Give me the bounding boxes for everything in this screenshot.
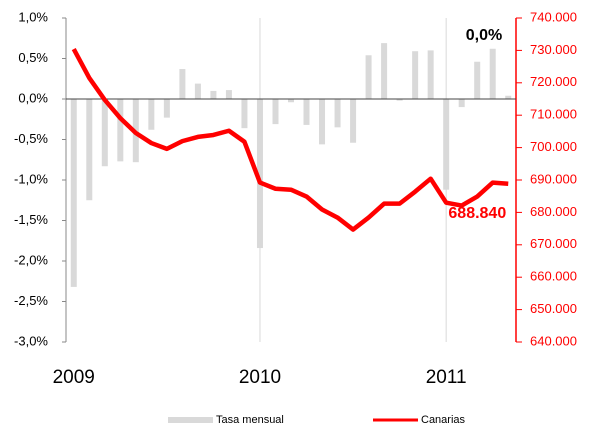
bar	[334, 99, 341, 128]
legend-label: Tasa mensual	[216, 414, 284, 426]
y-tick-label: -2,0%	[14, 252, 48, 267]
y2-tick-label: 660.000	[530, 269, 577, 284]
x-tick-label: 2011	[426, 367, 467, 388]
y-tick-label: 0,0%	[18, 90, 48, 105]
bar	[86, 99, 93, 201]
bar	[427, 50, 434, 99]
y-tick-label: -2,5%	[14, 293, 48, 308]
bar	[303, 99, 310, 125]
bar	[489, 48, 496, 99]
x-tick-label: 2009	[53, 367, 95, 388]
bar	[117, 99, 124, 162]
value-label: 0,0%	[466, 27, 502, 44]
y2-tick-label: 640.000	[530, 333, 577, 348]
y2-tick-label: 670.000	[530, 236, 577, 251]
bar	[474, 61, 481, 99]
bar	[256, 99, 263, 249]
bar	[350, 99, 357, 143]
y-tick-label: -3,0%	[14, 333, 48, 348]
bar	[381, 43, 388, 99]
bar	[458, 99, 465, 108]
value-label: 688.840	[448, 205, 506, 222]
y2-tick-label: 720.000	[530, 74, 577, 89]
bar	[179, 69, 186, 99]
bar	[101, 99, 108, 167]
bar	[412, 51, 419, 99]
y-tick-label: -1,5%	[14, 212, 48, 227]
bar	[396, 99, 403, 101]
y2-tick-label: 740.000	[530, 9, 577, 24]
y-tick-label: -1,0%	[14, 171, 48, 186]
bar	[210, 90, 217, 99]
x-tick-label: 2010	[239, 367, 281, 388]
legend-swatch	[168, 417, 213, 423]
bar	[241, 99, 248, 129]
bar	[443, 99, 450, 190]
y-tick-label: -0,5%	[14, 131, 48, 146]
y2-tick-label: 650.000	[530, 301, 577, 316]
y2-tick-label: 680.000	[530, 204, 577, 219]
legend-label: Canarias	[421, 414, 466, 426]
y2-tick-label: 710.000	[530, 107, 577, 122]
y-tick-label: 1,0%	[18, 9, 48, 24]
line	[71, 48, 509, 232]
bar	[319, 99, 326, 145]
bar	[163, 99, 170, 118]
bar	[288, 99, 294, 103]
bar	[70, 99, 77, 287]
bar	[148, 99, 155, 130]
y2-tick-label: 700.000	[530, 139, 577, 154]
bar	[272, 99, 279, 125]
bar	[365, 55, 372, 99]
y2-tick-label: 730.000	[530, 42, 577, 57]
bar	[194, 83, 201, 99]
y2-tick-label: 690.000	[530, 171, 577, 186]
bar	[225, 90, 232, 99]
bar	[505, 95, 512, 99]
y-tick-label: 0,5%	[18, 50, 48, 65]
